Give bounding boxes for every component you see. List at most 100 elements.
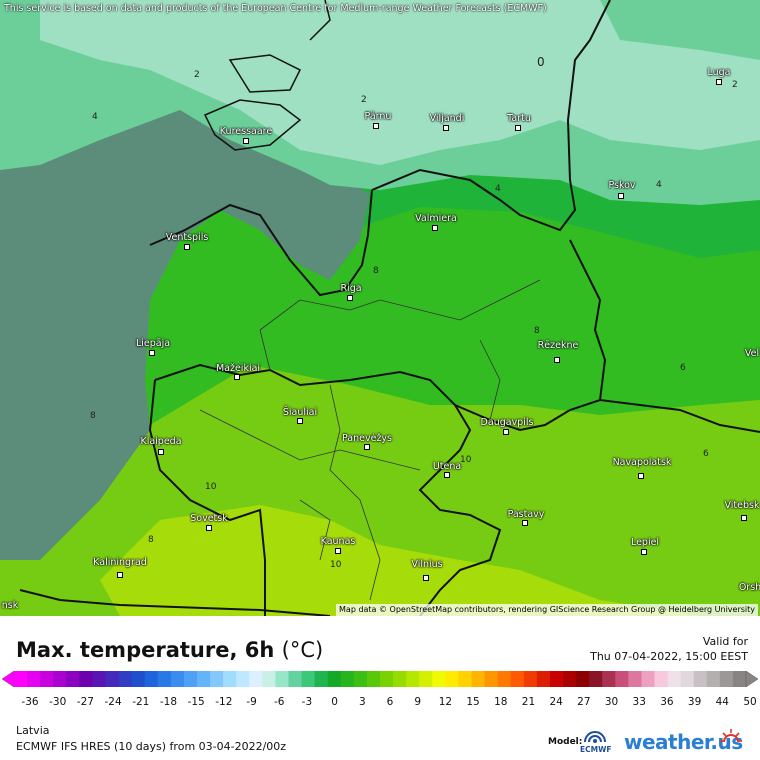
scale-swatch <box>628 671 642 687</box>
scale-tick-label: -21 <box>132 696 150 708</box>
map-title-unit: (°C) <box>281 638 324 662</box>
city-marker <box>364 444 370 450</box>
city-marker <box>522 520 528 526</box>
isoline-label: 6 <box>680 363 686 373</box>
city-label: Šiauliai <box>282 407 318 418</box>
city-marker <box>515 125 521 131</box>
city-label: Daugavpils <box>480 417 534 428</box>
scale-swatch <box>157 671 172 687</box>
city-marker <box>503 429 509 435</box>
scale-swatch <box>380 671 394 687</box>
scale-swatch <box>53 671 67 687</box>
scale-swatch <box>327 671 342 687</box>
scale-swatch <box>497 671 512 687</box>
scale-swatch <box>366 671 381 687</box>
city-label: Orsh <box>738 582 760 593</box>
city-marker <box>432 225 438 231</box>
temp-band-12 <box>100 505 700 616</box>
scale-tick-label: -15 <box>187 696 205 708</box>
scale-swatch <box>262 671 276 687</box>
city-label: Navapolatsk <box>612 457 672 468</box>
scale-tick-label: 21 <box>521 696 536 708</box>
scale-tick-label: 44 <box>715 696 729 708</box>
city-label: Pskov <box>608 180 636 191</box>
city-label: Luga <box>707 67 731 78</box>
city-label: Pärnu <box>364 111 392 122</box>
scale-swatch <box>223 671 237 687</box>
city-label: Vitebsk <box>724 500 760 511</box>
scale-swatch <box>288 671 303 687</box>
scale-arrow-low <box>1 670 15 688</box>
city-label: Rēzekne <box>537 340 579 351</box>
valid-for-date[interactable]: Thu 07-04-2022, 15:00 EEST <box>590 650 748 663</box>
scale-swatch <box>314 671 329 687</box>
city-label: Liepāja <box>135 338 171 349</box>
city-label: Ventspils <box>165 232 209 243</box>
scale-swatch <box>471 671 486 687</box>
scale-tick-label: -36 <box>21 696 39 708</box>
map-attribution[interactable]: Map data © OpenStreetMap contributors, r… <box>336 604 758 616</box>
scale-swatch <box>563 671 577 687</box>
isoline-label: 4 <box>92 112 98 122</box>
scale-swatch <box>615 671 629 687</box>
scale-swatch <box>576 671 590 687</box>
scale-tick-label: 30 <box>604 696 619 708</box>
city-marker <box>158 449 164 455</box>
scale-swatch <box>680 671 695 687</box>
scale-swatch <box>105 671 120 687</box>
isoline-label: 2 <box>732 80 738 90</box>
temperature-map[interactable]: This service is based on data and produc… <box>0 0 760 616</box>
scale-swatch <box>210 671 224 687</box>
scale-tick-label: 18 <box>494 696 508 708</box>
scale-tick-label: -6 <box>273 696 285 708</box>
map-title-text: Max. temperature, 6h <box>16 638 275 662</box>
scale-tick-label: 9 <box>414 696 422 708</box>
scale-tick-label: 50 <box>743 696 757 708</box>
scale-swatch <box>589 671 603 687</box>
scale-swatch <box>719 671 734 687</box>
isoline-label: 4 <box>495 184 501 194</box>
scale-swatch <box>641 671 655 687</box>
map-canvas <box>0 0 760 616</box>
scale-tick-label: 33 <box>632 696 646 708</box>
scale-tick-label: 3 <box>358 696 366 708</box>
city-marker <box>716 79 722 85</box>
scale-swatch <box>79 671 93 687</box>
scale-tick-label: -27 <box>76 696 94 708</box>
city-label: Lepiel <box>630 537 660 548</box>
city-label: Pastavy <box>507 509 545 520</box>
isoline-label: 8 <box>90 411 96 421</box>
scale-swatch <box>66 671 80 687</box>
scale-swatch <box>536 671 551 687</box>
scale-swatch <box>432 671 446 687</box>
temp-band-2 <box>40 0 760 165</box>
color-scale-bar <box>1 670 759 688</box>
scale-swatch <box>654 671 669 687</box>
ecmwf-logo: ECMWF <box>580 726 612 754</box>
city-label: Valmiera <box>415 213 457 224</box>
city-label: nsk <box>1 600 19 611</box>
region-borders <box>199 279 541 601</box>
scale-swatch <box>197 671 211 687</box>
scale-swatch <box>170 671 185 687</box>
model-run-info[interactable]: ECMWF IFS HRES (10 days) from 03-04-2022… <box>16 740 287 753</box>
isoline-label: 8 <box>148 535 154 545</box>
scale-swatch <box>353 671 368 687</box>
ecmwf-notice: This service is based on data and produc… <box>4 3 547 14</box>
legend-panel: Max. temperature, 6h (°C) Valid for Thu … <box>0 616 760 760</box>
city-marker <box>638 473 644 479</box>
scale-tick-label: 12 <box>438 696 453 708</box>
scale-swatch <box>406 671 420 687</box>
scale-swatch <box>249 671 263 687</box>
scale-swatch <box>183 671 198 687</box>
isoline-label: 10 <box>330 560 342 570</box>
city-marker <box>423 575 429 581</box>
city-label: Utena <box>432 461 462 472</box>
city-marker <box>347 295 353 301</box>
city-label: Sovetsk <box>190 513 228 524</box>
city-label: Kaunas <box>320 536 356 547</box>
scale-tick-label: -30 <box>49 696 67 708</box>
city-label: Tartu <box>507 113 531 124</box>
city-marker <box>618 193 624 199</box>
ecmwf-logo-text: ECMWF <box>580 745 612 754</box>
